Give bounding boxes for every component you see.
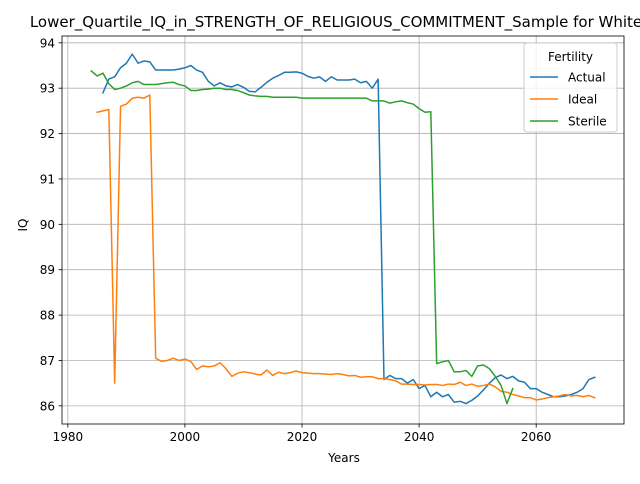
series-line-sterile xyxy=(90,69,514,405)
x-tick-label: 2000 xyxy=(170,430,201,444)
legend-label: Ideal xyxy=(568,93,597,107)
x-axis-label: Years xyxy=(327,451,360,465)
axis-ticks: 1980 2000 2020 2040 2060 86 87 88 89 90 91 92 93 94 xyxy=(40,36,552,444)
y-tick-label: 90 xyxy=(40,218,55,232)
legend-title: Fertility xyxy=(548,50,593,64)
y-tick-label: 86 xyxy=(40,399,55,413)
legend-entry-actual: Actual xyxy=(530,71,606,85)
grid xyxy=(62,36,624,424)
y-tick-label: 92 xyxy=(40,127,55,141)
plot-area xyxy=(61,35,625,425)
y-tick-label: 93 xyxy=(40,82,55,96)
y-tick-label: 94 xyxy=(40,36,55,50)
y-axis-label: IQ xyxy=(16,219,30,232)
legend-entries: Actual Ideal Sterile xyxy=(530,71,607,129)
x-tick-label: 2020 xyxy=(287,430,318,444)
legend: Fertility Actual Ideal Sterile xyxy=(523,42,618,133)
series-line-actual xyxy=(101,53,596,405)
y-tick-label: 88 xyxy=(40,309,55,323)
y-tick-label: 87 xyxy=(40,354,55,368)
y-tick-label: 89 xyxy=(40,263,55,277)
x-tick-label: 1980 xyxy=(53,430,84,444)
x-tick-label: 2060 xyxy=(521,430,552,444)
legend-entry-ideal: Ideal xyxy=(530,93,597,107)
legend-box xyxy=(523,42,618,133)
legend-label: Sterile xyxy=(568,115,607,129)
chart-title: Lower_Quartile_IQ_in_STRENGTH_OF_RELIGIO… xyxy=(30,13,640,32)
series-line-ideal xyxy=(96,94,596,401)
series-layer xyxy=(90,53,596,405)
legend-label: Actual xyxy=(568,71,606,85)
x-tick-label: 2040 xyxy=(404,430,435,444)
y-tick-label: 91 xyxy=(40,172,55,186)
legend-entry-sterile: Sterile xyxy=(530,115,607,129)
